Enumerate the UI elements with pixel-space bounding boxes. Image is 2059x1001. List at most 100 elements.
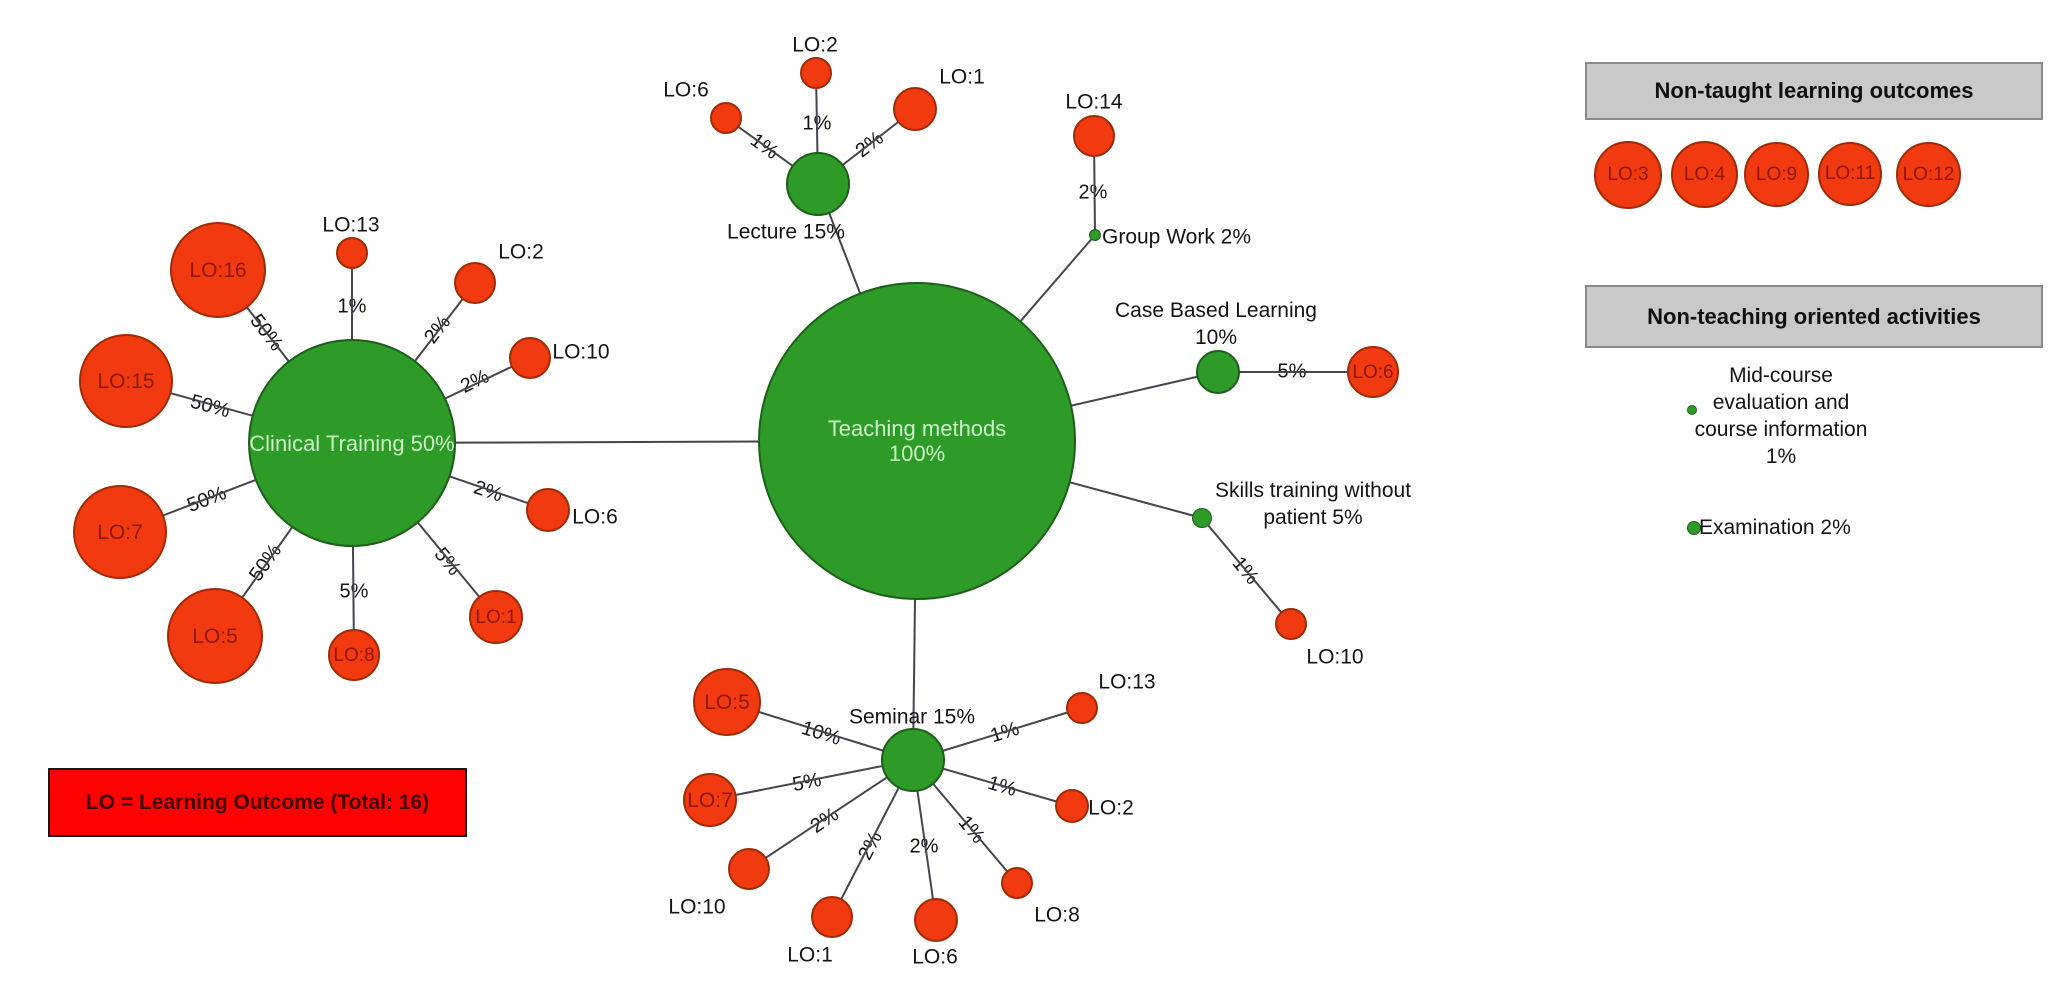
edge-SK-s10: [1201, 517, 1292, 625]
node-lo2-seminar-label: LO:2: [1088, 795, 1134, 822]
legend-circle-label: LO:4: [1683, 163, 1726, 185]
node-lo1-lecture-label: LO:1: [939, 64, 985, 91]
edge-percent-label-S-m6: 2%: [909, 835, 939, 858]
mid-course-line: Mid-course: [1729, 364, 1833, 387]
node-lo16-clinical: LO:16: [170, 222, 266, 318]
node-lo10-seminar: [728, 848, 770, 890]
mid-course-line: evaluation and: [1712, 391, 1850, 414]
node-inner-label: LO:16: [189, 258, 247, 282]
node-outer-label-line: Skills training without: [1214, 479, 1412, 502]
edge-percent-label-GW-g14: 2%: [1078, 181, 1108, 204]
node-lo10-clinical: [509, 337, 551, 379]
node-lo1-clinical: LO:1: [469, 590, 523, 644]
edge-S-m7: [709, 759, 914, 801]
node-lo10-skills: [1275, 608, 1307, 640]
node-lo6-seminar: [914, 898, 958, 942]
mid-course-line: 1%: [1765, 445, 1797, 468]
node-lo6-lecture: [710, 102, 742, 134]
non-teaching-legend-title: Non-teaching oriented activities: [1647, 303, 1981, 329]
node-outer-label-line: LO:1: [787, 943, 833, 967]
node-lo7-seminar: LO:7: [683, 773, 737, 827]
node-lo15-clinical: LO:15: [79, 334, 173, 428]
node-inner-label: LO:5: [192, 624, 238, 648]
node-lo6-case-based: LO:6: [1347, 346, 1399, 398]
node-inner-label: LO:6: [1352, 361, 1394, 383]
node-outer-label-line: patient 5%: [1263, 506, 1363, 529]
node-outer-label-line: Group Work 2%: [1102, 225, 1251, 249]
node-inner-label: 100%: [888, 441, 946, 466]
node-lo8-clinical: LO:8: [328, 629, 380, 681]
node-lo8-seminar-label: LO:8: [1034, 902, 1080, 929]
node-inner-label: LO:15: [97, 369, 155, 393]
node-outer-label-line: LO:10: [668, 895, 726, 919]
lo-definition-box: LO = Learning Outcome (Total: 16): [48, 768, 467, 837]
node-outer-label-line: LO:8: [1034, 903, 1080, 927]
legend-circle-label: LO:11: [1824, 163, 1876, 184]
node-outer-label-line: LO:2: [792, 33, 838, 57]
node-outer-label-line: 10%: [1194, 326, 1238, 349]
non-taught-legend-title: Non-taught learning outcomes: [1654, 78, 1974, 103]
node-outer-label-line: LO:13: [1098, 670, 1156, 694]
node-inner-label: LO:1: [475, 606, 517, 628]
legend-circle-lo12: LO:12: [1896, 142, 1961, 207]
mid-course-line: course information: [1694, 418, 1868, 441]
node-lo14-group-work-label: LO:14: [1065, 89, 1122, 116]
node-outer-label-line: Case Based Learning: [1115, 299, 1317, 322]
node-outer-label-line: LO:14: [1065, 90, 1123, 114]
node-lo5-seminar: LO:5: [693, 668, 761, 736]
legend-circle-label: LO:12: [1902, 163, 1955, 185]
node-case-based-learning-label: Case Based Learning 10%: [1115, 297, 1317, 351]
node-lecture: [786, 152, 850, 216]
node-lo1-lecture: [893, 87, 937, 131]
node-inner-label: LO:7: [97, 520, 143, 544]
legend-circle-label: LO:9: [1755, 163, 1798, 185]
non-taught-legend-box: Non-taught learning outcomes: [1585, 62, 2043, 120]
node-outer-label-line: LO:1: [939, 65, 985, 89]
node-skills-training: [1192, 508, 1212, 528]
node-outer-label-line: LO:6: [912, 945, 958, 969]
node-lo13-seminar-label: LO:13: [1098, 669, 1155, 696]
mid-course-note: Mid-course evaluation and course informa…: [1695, 362, 1868, 470]
node-outer-label-line: Seminar 15%: [848, 705, 976, 729]
mid-course-dot: [1687, 405, 1697, 415]
node-lo13-clinical-label: LO:13: [322, 212, 379, 239]
node-case-based-learning: [1196, 350, 1240, 394]
node-lo2-seminar: [1055, 789, 1089, 823]
node-seminar-label: Seminar 15%: [849, 704, 975, 731]
node-lo6-lecture-label: LO:6: [663, 77, 709, 104]
node-outer-label-line: LO:10: [552, 340, 610, 364]
node-group-work: [1089, 229, 1101, 241]
node-seminar: [881, 728, 945, 792]
node-lo1-seminar-label: LO:1: [787, 942, 833, 969]
node-lo2-lecture: [800, 57, 832, 89]
examination-dot: [1687, 521, 1701, 535]
node-lo1-seminar: [811, 896, 853, 938]
node-lo10-clinical-label: LO:10: [552, 339, 609, 366]
node-inner-label: LO:7: [687, 788, 733, 812]
node-inner-label: Clinical Training 50%: [249, 430, 455, 456]
node-outer-label-line: LO:2: [498, 240, 544, 264]
node-lo5-clinical: LO:5: [167, 588, 263, 684]
node-lo8-seminar: [1001, 867, 1033, 899]
node-lo6-clinical: [526, 488, 570, 532]
node-inner-label: LO:5: [704, 690, 750, 714]
lo-definition-label: LO = Learning Outcome (Total: 16): [85, 790, 430, 814]
node-lo13-clinical: [336, 237, 368, 269]
node-outer-label-line: LO:6: [572, 505, 618, 529]
node-lecture-label: Lecture 15%: [727, 219, 845, 246]
node-lo14-group-work: [1073, 115, 1115, 157]
node-lo6-clinical-label: LO:6: [572, 504, 618, 531]
node-skills-training-label: Skills training without patient 5%: [1215, 477, 1411, 531]
node-group-work-label: Group Work 2%: [1102, 224, 1251, 251]
node-lo2-clinical-label: LO:2: [498, 239, 544, 266]
examination-label: Examination 2%: [1699, 516, 1851, 539]
node-inner-label: Teaching methods: [827, 416, 1007, 441]
node-lo10-skills-label: LO:10: [1306, 644, 1363, 671]
legend-circle-lo3: LO:3: [1594, 141, 1662, 209]
legend-circle-label: LO:3: [1607, 164, 1649, 185]
legend-circle-lo11: LO:11: [1818, 142, 1882, 206]
node-outer-label-line: LO:6: [663, 78, 709, 102]
node-lo10-seminar-label: LO:10: [668, 894, 725, 921]
node-clinical-training: Clinical Training 50%: [248, 339, 456, 547]
